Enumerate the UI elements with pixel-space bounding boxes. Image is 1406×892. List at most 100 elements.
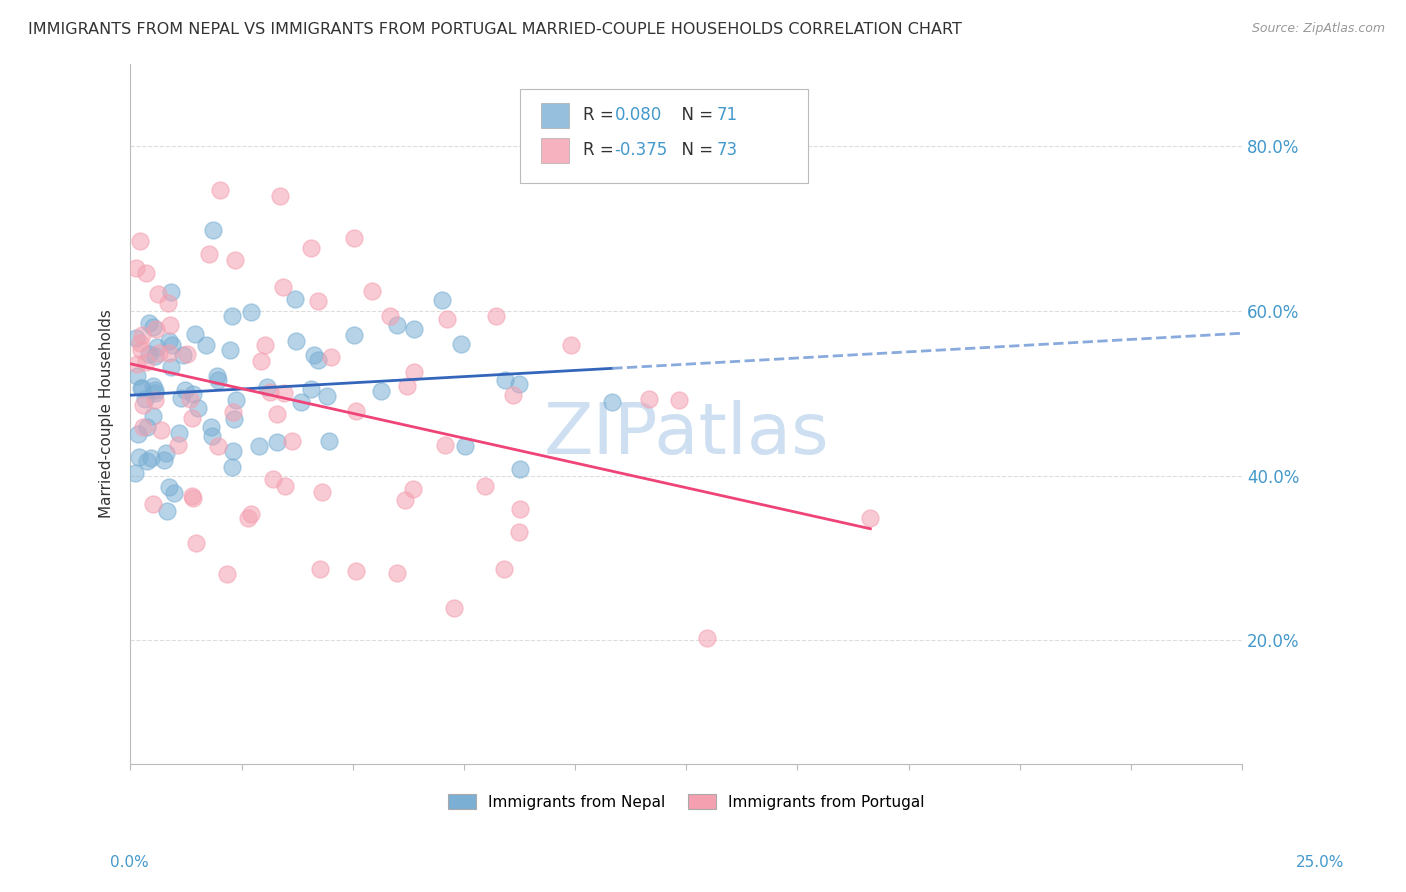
Point bbox=[433, 438, 456, 452]
Point bbox=[159, 360, 181, 375]
Point bbox=[299, 242, 322, 256]
Point bbox=[221, 460, 243, 475]
Point bbox=[370, 384, 392, 398]
Point bbox=[318, 434, 340, 448]
Point bbox=[135, 266, 157, 280]
Point bbox=[143, 384, 166, 398]
Point bbox=[157, 295, 180, 310]
Point bbox=[132, 398, 155, 412]
Point bbox=[138, 317, 160, 331]
Point bbox=[142, 319, 165, 334]
Point bbox=[404, 365, 426, 379]
Point bbox=[240, 508, 263, 522]
Point bbox=[311, 485, 333, 500]
Point bbox=[454, 439, 477, 453]
Text: -0.375: -0.375 bbox=[614, 141, 668, 159]
Point bbox=[509, 462, 531, 476]
Point bbox=[668, 393, 690, 408]
Point bbox=[262, 472, 284, 486]
Point bbox=[443, 601, 465, 615]
Point bbox=[207, 439, 229, 453]
Point bbox=[127, 426, 149, 441]
Point bbox=[266, 435, 288, 450]
Point bbox=[125, 368, 148, 383]
Point bbox=[387, 318, 409, 332]
Point bbox=[180, 410, 202, 425]
Point bbox=[187, 401, 209, 415]
Point bbox=[224, 412, 246, 426]
Point bbox=[432, 293, 454, 307]
Point bbox=[129, 234, 152, 248]
Point bbox=[221, 444, 243, 458]
Point bbox=[181, 386, 204, 401]
Point bbox=[150, 423, 173, 437]
Point bbox=[143, 393, 166, 408]
Point bbox=[502, 388, 524, 402]
Point bbox=[387, 566, 409, 580]
Point bbox=[285, 334, 308, 349]
Point bbox=[142, 378, 165, 392]
Point bbox=[146, 287, 169, 301]
Point bbox=[181, 489, 204, 503]
Text: R =: R = bbox=[583, 106, 620, 124]
Point bbox=[343, 327, 366, 342]
Point bbox=[394, 493, 416, 508]
Point bbox=[169, 426, 191, 441]
Point bbox=[600, 394, 623, 409]
Point bbox=[143, 386, 166, 401]
Point bbox=[380, 309, 402, 323]
Point bbox=[170, 391, 193, 405]
Point bbox=[157, 480, 180, 494]
Point bbox=[271, 280, 294, 294]
Point bbox=[225, 392, 247, 407]
Point bbox=[159, 285, 181, 299]
Legend: Immigrants from Nepal, Immigrants from Portugal: Immigrants from Nepal, Immigrants from P… bbox=[441, 788, 931, 815]
Point bbox=[859, 510, 882, 524]
Text: 73: 73 bbox=[717, 141, 738, 159]
Point bbox=[128, 335, 150, 350]
Point bbox=[174, 383, 197, 397]
Point bbox=[307, 353, 329, 368]
Point bbox=[450, 337, 472, 351]
Point bbox=[259, 385, 281, 400]
Point bbox=[142, 497, 165, 511]
Point bbox=[145, 322, 167, 336]
Point bbox=[637, 392, 659, 407]
Point bbox=[250, 354, 273, 368]
Point bbox=[395, 379, 418, 393]
Point bbox=[124, 331, 146, 345]
Point bbox=[134, 392, 156, 406]
Point bbox=[240, 305, 263, 319]
Point bbox=[269, 189, 291, 203]
Point bbox=[127, 357, 149, 371]
Point bbox=[284, 292, 307, 306]
Point bbox=[256, 380, 278, 394]
Text: IMMIGRANTS FROM NEPAL VS IMMIGRANTS FROM PORTUGAL MARRIED-COUPLE HOUSEHOLDS CORR: IMMIGRANTS FROM NEPAL VS IMMIGRANTS FROM… bbox=[28, 22, 962, 37]
Point bbox=[135, 354, 157, 368]
Point bbox=[309, 562, 332, 576]
Point bbox=[508, 376, 530, 391]
Point bbox=[163, 485, 186, 500]
Point bbox=[321, 351, 343, 365]
Point bbox=[307, 293, 329, 308]
Point bbox=[215, 567, 238, 582]
Point bbox=[299, 383, 322, 397]
Point bbox=[198, 247, 221, 261]
Point bbox=[207, 373, 229, 387]
Point bbox=[494, 373, 516, 387]
Point bbox=[236, 511, 259, 525]
Point bbox=[179, 392, 201, 407]
Text: 25.0%: 25.0% bbox=[1296, 855, 1344, 870]
Point bbox=[142, 409, 165, 423]
Point bbox=[132, 420, 155, 434]
Point bbox=[696, 631, 718, 645]
Point bbox=[343, 231, 366, 245]
Point bbox=[247, 440, 270, 454]
Point bbox=[124, 261, 146, 276]
Point bbox=[195, 338, 218, 352]
Point bbox=[485, 309, 508, 323]
Text: N =: N = bbox=[671, 141, 718, 159]
Point bbox=[402, 322, 425, 336]
Point bbox=[201, 429, 224, 443]
Point bbox=[139, 451, 162, 466]
